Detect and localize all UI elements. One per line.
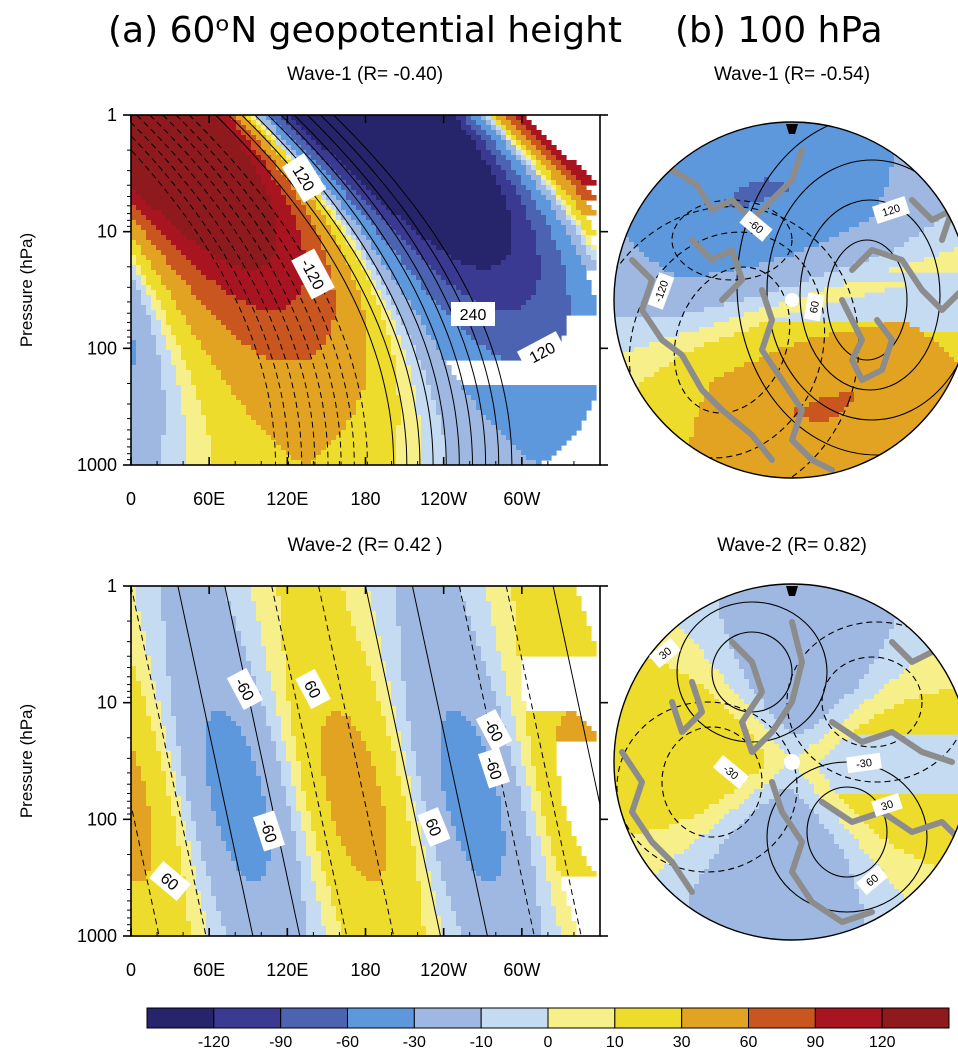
colorbar-label: 120	[869, 1034, 896, 1051]
plot-a2-contour-labels: -60 60 -60 -60 -60 60 60	[149, 667, 513, 901]
plot-a2: 1 10 100 1000 0 60E 120E 180 120W 60W Pressure (h…	[17, 576, 608, 980]
colorbar-box	[146, 1007, 215, 1029]
colorbar-box	[280, 1007, 348, 1029]
colorbar-label: -90	[269, 1034, 292, 1051]
colorbar-label: -30	[403, 1034, 426, 1051]
contour-label: 60	[421, 816, 443, 839]
colorbar-label: -60	[336, 1034, 359, 1051]
x-tick-label: 180	[350, 960, 380, 980]
colorbar-label: 30	[673, 1034, 691, 1051]
x-tick-label: 0	[126, 960, 136, 980]
plot-b2-frame	[613, 583, 958, 941]
plot-a1-ylabel: Pressure (hPa)	[17, 233, 36, 347]
y-tick-label: 1000	[77, 455, 117, 475]
plot-a2-ylabel: Pressure (hPa)	[17, 704, 36, 818]
x-tick-label: 120W	[420, 960, 467, 980]
panel-a-title: (a) 60ᵒN geopotential height	[108, 10, 622, 51]
colorbar-box	[347, 1007, 415, 1029]
contour-label: 240	[460, 307, 487, 324]
x-tick-label: 120E	[266, 489, 308, 509]
x-tick-label: 60W	[503, 489, 540, 509]
plot-b1-frame	[613, 121, 958, 479]
y-tick-label: 1	[107, 105, 117, 125]
contour-label: -30	[855, 757, 872, 771]
colorbar-box	[547, 1007, 616, 1029]
plot-a2-title: Wave-2 (R= 0.42 )	[287, 535, 442, 556]
north-marker-icon	[786, 586, 798, 596]
x-tick-label: 120W	[420, 489, 467, 509]
colorbar-label: -10	[470, 1034, 493, 1051]
contour-label: -60	[256, 818, 279, 845]
north-marker-icon	[786, 124, 798, 134]
x-tick-label: 120E	[266, 960, 308, 980]
colorbar-box	[614, 1007, 683, 1029]
plot-b2-title: Wave-2 (R= 0.82)	[717, 535, 867, 556]
x-tick-label: 60W	[503, 960, 540, 980]
contour-label: 30	[880, 798, 895, 813]
colorbar-box	[881, 1007, 950, 1029]
contour-label: 60	[808, 300, 822, 314]
plot-b1-pole	[785, 293, 799, 307]
contour-label: -60	[481, 755, 504, 782]
colorbar-box	[748, 1007, 816, 1029]
contour-label: 60	[300, 678, 323, 702]
plot-b2-pole	[784, 754, 800, 770]
y-tick-label: 10	[97, 693, 117, 713]
plot-a1-title: Wave-1 (R= -0.40)	[287, 64, 443, 85]
colorbar-box	[814, 1007, 883, 1029]
y-tick-label: 1000	[77, 926, 117, 946]
y-tick-label: 10	[97, 222, 117, 242]
plot-b2-contour-labels: 30 -30 -30 30 60	[649, 637, 903, 896]
plot-b1: -60 120 -120 60	[613, 121, 958, 479]
colorbar: -120 -90 -60 -30 -10 0 10 30 60 90 120	[146, 1007, 950, 1051]
panel-b-title: (b) 100 hPa	[675, 10, 883, 51]
plot-b1-contour-labels: -60 120 -120 60	[647, 196, 910, 322]
x-tick-label: 180	[350, 489, 380, 509]
plot-b2: 30 -30 -30 30 60	[613, 583, 958, 941]
contour-label: 120	[881, 202, 902, 219]
x-tick-label: 0	[126, 489, 136, 509]
colorbar-box	[413, 1007, 482, 1029]
x-tick-label: 60E	[193, 960, 225, 980]
x-tick-label: 60E	[193, 489, 225, 509]
colorbar-box	[213, 1007, 282, 1029]
colorbar-label: 10	[606, 1034, 624, 1051]
colorbar-box	[681, 1007, 750, 1029]
plot-a1: 1 10 100 1000 0 60E 120E 180 120W 60W Pressure (h…	[17, 105, 608, 509]
colorbar-label: 0	[544, 1034, 553, 1051]
plot-b1-title: Wave-1 (R= -0.54)	[714, 64, 870, 85]
colorbar-box	[480, 1007, 549, 1029]
y-tick-label: 100	[87, 338, 117, 358]
colorbar-label: -120	[198, 1034, 230, 1051]
y-tick-label: 100	[87, 809, 117, 829]
y-tick-label: 1	[107, 576, 117, 596]
colorbar-label: 60	[740, 1034, 758, 1051]
colorbar-label: 90	[806, 1034, 824, 1051]
